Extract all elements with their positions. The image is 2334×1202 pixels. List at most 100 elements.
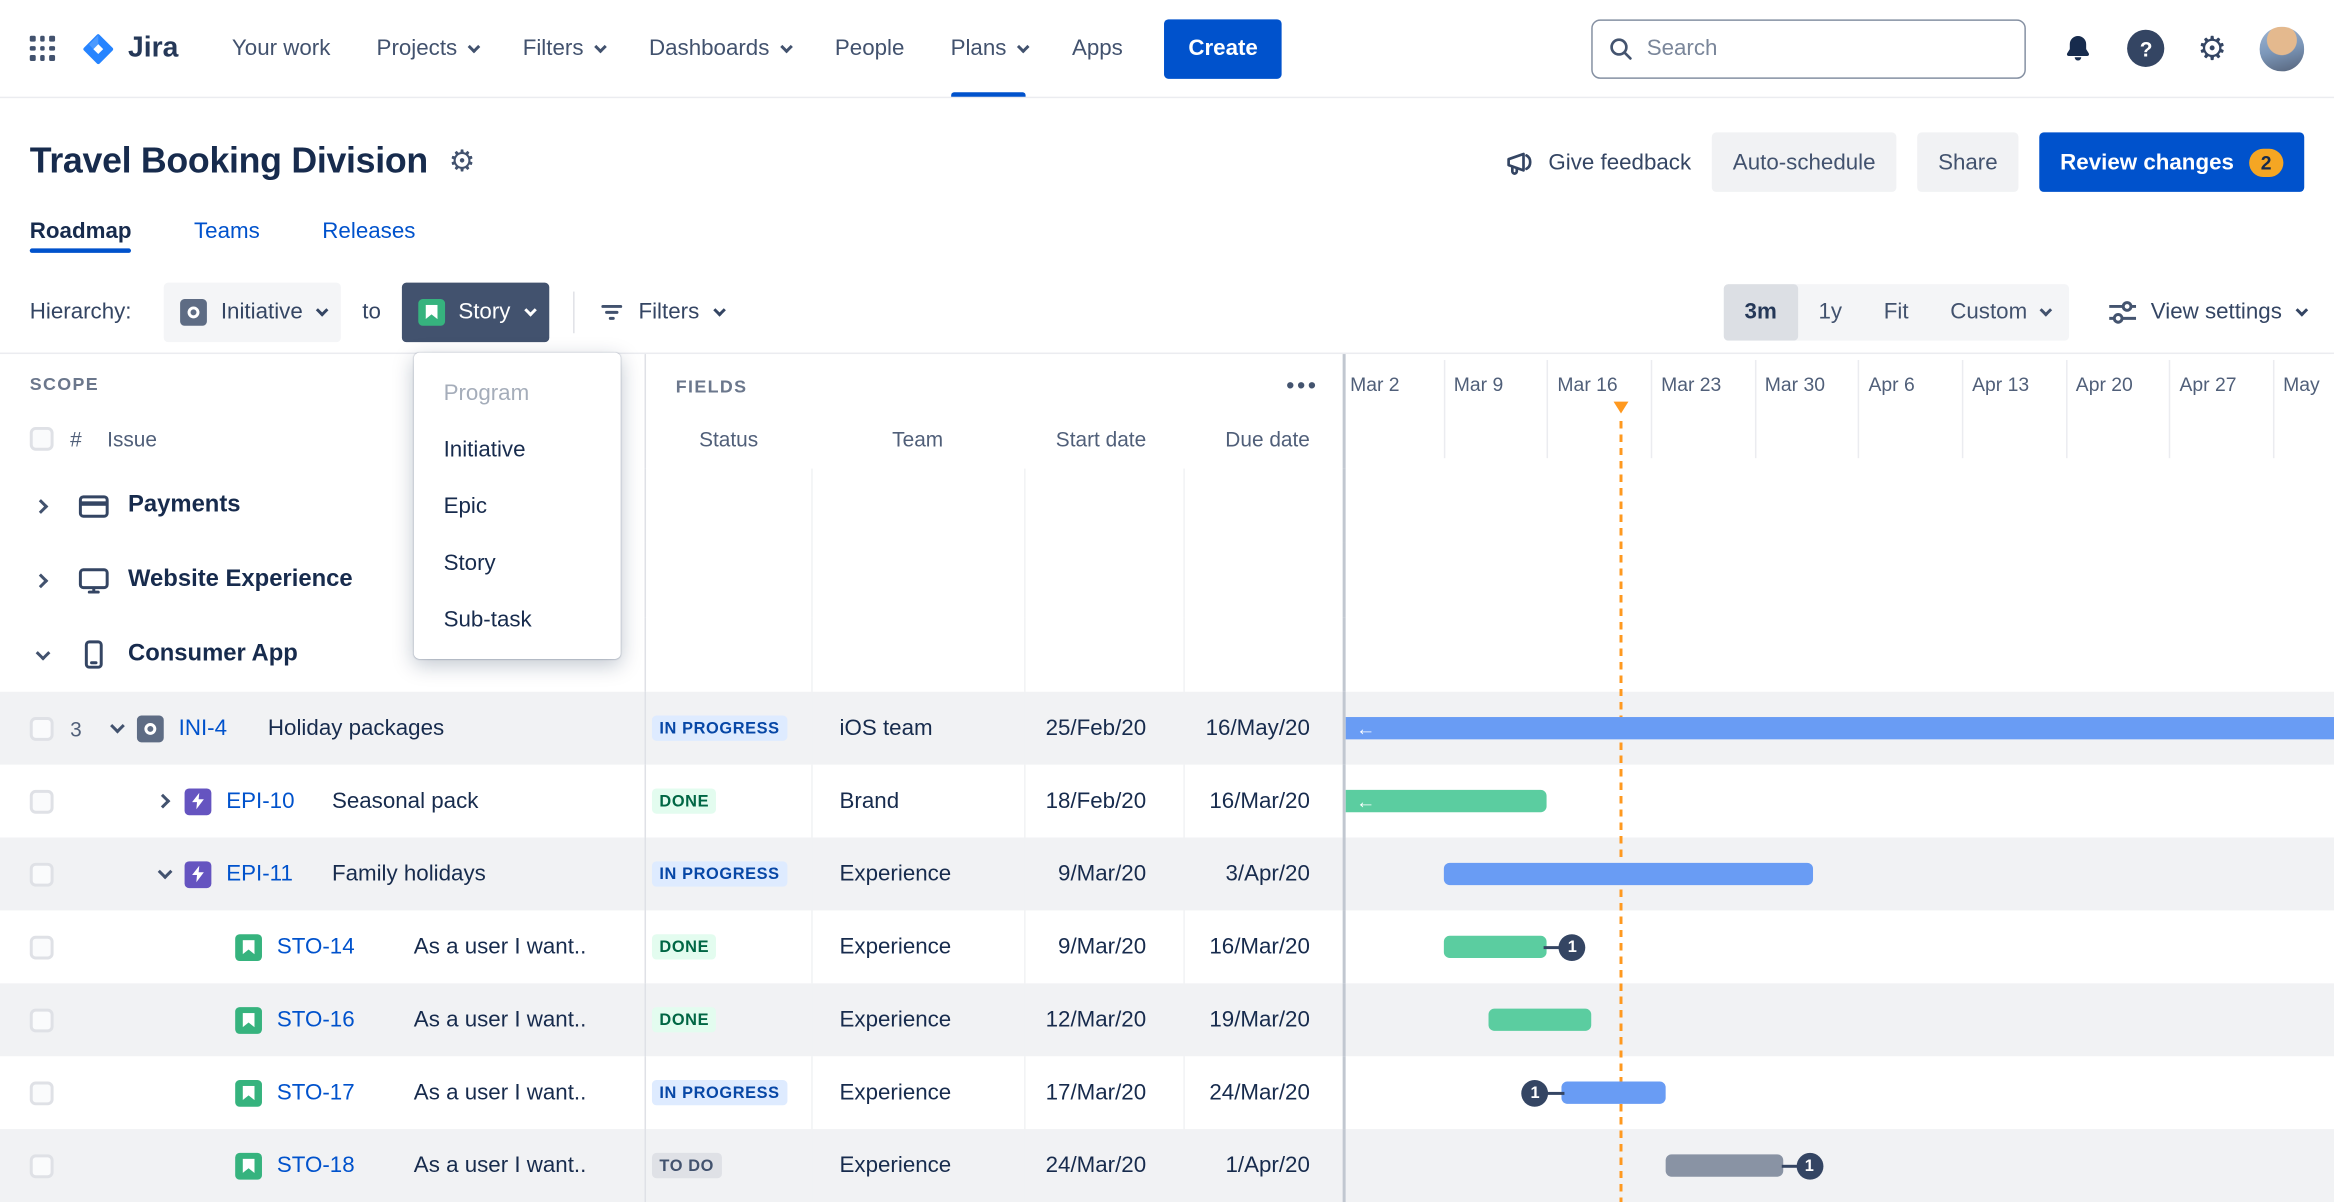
gantt-bar[interactable] [1487, 1008, 1592, 1031]
start-date-cell[interactable]: 25/Feb/20 [1045, 715, 1147, 741]
table-row[interactable]: 3 INI-4 Holiday packages IN PROGRESS iOS… [0, 691, 2334, 765]
status-badge[interactable]: IN PROGRESS [651, 1080, 788, 1106]
timeline-cell[interactable]: 1 [1342, 1056, 2334, 1130]
select-all-checkbox[interactable] [29, 426, 54, 451]
table-row[interactable]: STO-16 As a user I want.. DONE Experienc… [0, 983, 2334, 1057]
nav-filters[interactable]: Filters [523, 0, 607, 97]
give-feedback-button[interactable]: Give feedback [1505, 147, 1691, 177]
due-date-cell[interactable]: 3/Apr/20 [1225, 861, 1310, 887]
nav-people[interactable]: People [834, 35, 905, 61]
menu-item-initiative[interactable]: Initiative [443, 436, 526, 462]
gantt-bar[interactable] [1665, 1154, 1784, 1177]
user-avatar[interactable] [2259, 26, 2305, 71]
section-row-website-experience[interactable]: Website Experience [0, 542, 2334, 618]
due-date-cell[interactable]: 24/Mar/20 [1209, 1080, 1310, 1106]
issue-key-link[interactable]: STO-17 [276, 1080, 355, 1106]
notifications-icon[interactable] [2062, 32, 2095, 65]
nav-dashboards[interactable]: Dashboards [649, 0, 793, 97]
dependency-badge[interactable]: 1 [1521, 1079, 1549, 1107]
gantt-bar[interactable]: ← [1345, 789, 1548, 813]
status-badge[interactable]: DONE [651, 1007, 717, 1033]
issue-key-link[interactable]: EPI-11 [226, 861, 293, 887]
team-cell[interactable]: iOS team [839, 715, 933, 741]
due-date-cell[interactable]: 16/Mar/20 [1209, 934, 1310, 960]
row-checkbox[interactable] [29, 1080, 54, 1105]
nav-apps[interactable]: Apps [1071, 35, 1123, 61]
share-button[interactable]: Share [1917, 132, 2019, 192]
timeline-cell[interactable] [1342, 983, 2334, 1057]
issue-summary[interactable]: Family holidays [331, 861, 486, 887]
issue-summary[interactable]: Seasonal pack [331, 788, 479, 814]
issue-key-link[interactable]: STO-14 [276, 934, 355, 960]
nav-projects[interactable]: Projects [377, 0, 481, 97]
table-row[interactable]: STO-14 As a user I want.. DONE Experienc… [0, 910, 2334, 984]
hierarchy-from-dropdown[interactable]: Initiative [164, 281, 342, 342]
row-checkbox[interactable] [29, 716, 54, 741]
settings-gear-icon[interactable]: ⚙ [2197, 29, 2227, 67]
review-changes-button[interactable]: Review changes 2 [2039, 132, 2305, 192]
timeline-cell[interactable]: 1 [1342, 910, 2334, 984]
app-switcher-icon[interactable] [29, 35, 56, 61]
start-date-cell[interactable]: 18/Feb/20 [1045, 788, 1147, 814]
row-checkbox[interactable] [29, 862, 54, 886]
tab-releases[interactable]: Releases [322, 217, 416, 244]
timeline-cell[interactable]: ← [1342, 764, 2334, 838]
issue-key-link[interactable]: INI-4 [178, 715, 228, 741]
status-badge[interactable]: DONE [651, 788, 717, 814]
hierarchy-to-dropdown[interactable]: Story [401, 281, 550, 342]
issue-summary[interactable]: Holiday packages [267, 715, 445, 741]
status-badge[interactable]: TO DO [651, 1152, 722, 1179]
plan-settings-gear-icon[interactable]: ⚙ [448, 145, 476, 179]
section-row-payments[interactable]: Payments [0, 468, 2334, 543]
menu-item-subtask[interactable]: Sub-task [443, 606, 532, 632]
team-cell[interactable]: Experience [839, 1007, 952, 1033]
status-badge[interactable]: IN PROGRESS [651, 861, 788, 887]
chevron-right-icon[interactable] [152, 791, 173, 812]
chevron-right-icon[interactable] [30, 570, 51, 591]
issue-summary[interactable]: As a user I want.. [413, 1007, 587, 1033]
gantt-bar[interactable] [1561, 1081, 1666, 1104]
team-cell[interactable]: Experience [839, 861, 952, 887]
status-badge[interactable]: IN PROGRESS [651, 715, 788, 741]
gantt-bar[interactable] [1443, 862, 1814, 886]
zoom-3m-button[interactable]: 3m [1723, 283, 1798, 340]
timeline-cell[interactable]: ← [1342, 691, 2334, 765]
table-row[interactable]: EPI-10 Seasonal pack DONE Brand 18/Feb/2… [0, 764, 2334, 838]
issue-summary[interactable]: As a user I want.. [413, 934, 587, 960]
due-date-cell[interactable]: 16/Mar/20 [1209, 788, 1310, 814]
nav-plans[interactable]: Plans [950, 0, 1030, 97]
help-icon[interactable]: ? [2127, 29, 2165, 67]
table-row[interactable]: STO-18 As a user I want.. TO DO Experien… [0, 1129, 2334, 1202]
row-checkbox[interactable] [29, 934, 54, 959]
row-checkbox[interactable] [29, 789, 54, 813]
timeline-cell[interactable]: 1 [1342, 1129, 2334, 1202]
chevron-down-icon[interactable] [104, 718, 125, 739]
start-date-cell[interactable]: 17/Mar/20 [1045, 1080, 1147, 1106]
search-box[interactable] [1591, 18, 2027, 79]
menu-item-epic[interactable]: Epic [443, 493, 488, 519]
zoom-custom-button[interactable]: Custom [1929, 283, 2068, 340]
timeline-cell[interactable] [1342, 837, 2334, 911]
section-row-consumer-app[interactable]: Consumer App [0, 617, 2334, 692]
start-date-cell[interactable]: 24/Mar/20 [1045, 1152, 1147, 1179]
auto-schedule-button[interactable]: Auto-schedule [1711, 132, 1897, 192]
team-cell[interactable]: Experience [839, 934, 952, 960]
issue-key-link[interactable]: EPI-10 [226, 788, 295, 814]
row-checkbox[interactable] [29, 1007, 54, 1032]
team-cell[interactable]: Experience [839, 1152, 952, 1179]
table-row[interactable]: STO-17 As a user I want.. IN PROGRESS Ex… [0, 1056, 2334, 1130]
issue-key-link[interactable]: STO-16 [276, 1007, 355, 1033]
search-input[interactable] [1646, 35, 2010, 61]
chevron-down-icon[interactable] [30, 644, 51, 665]
start-date-cell[interactable]: 9/Mar/20 [1058, 861, 1147, 887]
table-row[interactable]: EPI-11 Family holidays IN PROGRESS Exper… [0, 837, 2334, 911]
fields-more-icon[interactable]: ••• [1286, 373, 1319, 399]
due-date-cell[interactable]: 16/May/20 [1205, 715, 1310, 741]
dependency-badge[interactable]: 1 [1558, 933, 1586, 961]
gantt-bar[interactable]: ← [1345, 717, 2334, 740]
gantt-bar[interactable] [1443, 935, 1547, 959]
issue-summary[interactable]: As a user I want.. [413, 1152, 587, 1179]
nav-your-work[interactable]: Your work [231, 35, 331, 61]
tab-roadmap[interactable]: Roadmap [29, 208, 133, 253]
start-date-cell[interactable]: 12/Mar/20 [1045, 1007, 1147, 1033]
